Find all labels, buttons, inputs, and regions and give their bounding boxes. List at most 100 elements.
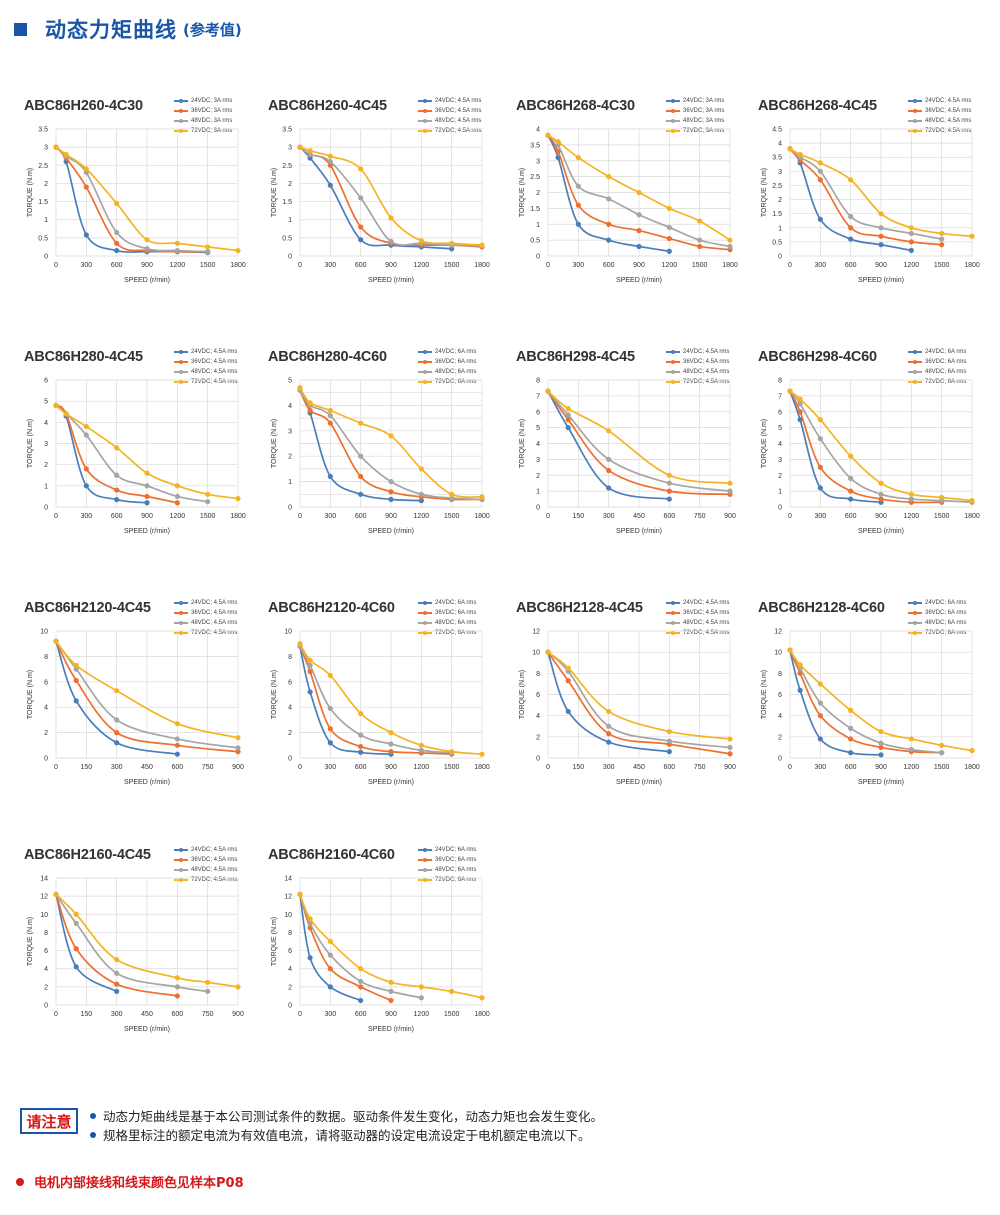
data-point [606, 174, 612, 180]
y-axis-label: TORQUE (N.m) [271, 917, 278, 966]
legend-item: 72VDC; 6A rms [418, 377, 518, 387]
x-tick-label: 0 [298, 1011, 302, 1018]
data-point [848, 225, 854, 231]
legend-item: 72VDC; 4.5A rms [908, 126, 1000, 136]
legend-label: 72VDC; 4.5A rms [683, 630, 730, 636]
legend-swatch [174, 600, 188, 606]
legend-label: 24VDC; 6A rms [925, 600, 967, 606]
legend-label: 24VDC; 6A rms [435, 349, 477, 355]
data-point [606, 485, 612, 491]
x-tick-label: 1200 [414, 764, 430, 771]
legend-swatch [908, 118, 922, 124]
x-tick-label: 600 [111, 513, 123, 520]
x-axis-label: SPEED (r/min) [124, 779, 170, 786]
data-point [697, 237, 703, 243]
y-tick-label: 0 [288, 254, 292, 261]
x-tick-label: 900 [141, 513, 153, 520]
data-point [418, 742, 424, 748]
legend-item: 72VDC; 4.5A rms [174, 875, 274, 885]
legend-item: 36VDC; 4.5A rms [174, 357, 274, 367]
data-point [114, 970, 120, 976]
legend-label: 36VDC; 4.5A rms [191, 857, 238, 863]
legend-item: 72VDC; 6A rms [418, 875, 518, 885]
data-point [939, 242, 945, 248]
data-point [73, 946, 79, 952]
y-tick-label: 8 [288, 930, 292, 937]
x-tick-label: 750 [694, 513, 706, 520]
legend-item: 72VDC; 6A rms [908, 377, 1000, 387]
y-tick-label: 1.5 [772, 211, 782, 218]
legend-swatch [666, 620, 680, 626]
y-tick-label: 0 [778, 756, 782, 763]
data-point [358, 453, 364, 459]
legend-swatch [908, 349, 922, 355]
x-tick-label: 0 [54, 764, 58, 771]
x-tick-label: 600 [355, 1011, 367, 1018]
chart-plot: 0 300 600 900 1200 1500 1800 0 2 4 6 8 10 12 14 SPEED (… [271, 876, 490, 1034]
y-tick-label: 2 [288, 984, 292, 991]
x-tick-label: 600 [845, 262, 857, 269]
data-point [235, 749, 241, 755]
data-point [449, 240, 455, 246]
data-point [235, 745, 241, 751]
legend-item: 72VDC; 4.5A rms [174, 377, 274, 387]
chart-plot: 0 300 600 900 1200 1500 1800 0 0.5 1 1.5 2 2.5 3 3.5 4 S… [519, 127, 738, 285]
y-tick-label: 0 [44, 756, 48, 763]
y-tick-label: 0 [44, 505, 48, 512]
chart-plot: 0 150 300 450 600 750 900 0 1 2 3 4 5 6 7 8 SPEED (r/min… [519, 378, 736, 536]
data-point [727, 751, 733, 757]
x-tick-label: 1200 [170, 262, 186, 269]
data-point [817, 713, 823, 719]
x-tick-label: 900 [232, 764, 244, 771]
x-tick-label: 1800 [964, 513, 980, 520]
x-tick-label: 1500 [934, 764, 950, 771]
x-tick-label: 300 [814, 262, 826, 269]
y-tick-label: 14 [40, 876, 48, 883]
data-point [73, 666, 79, 672]
data-point [327, 182, 333, 188]
data-point [53, 638, 59, 644]
legend-item: 24VDC; 4.5A rms [174, 347, 274, 357]
legend-item: 24VDC; 4.5A rms [908, 96, 1000, 106]
data-point [358, 966, 364, 972]
series-line [789, 390, 942, 504]
data-point [939, 742, 945, 748]
data-point [297, 385, 303, 391]
data-point [388, 741, 394, 747]
data-point [114, 717, 120, 723]
data-point [388, 215, 394, 221]
y-tick-label: 6 [536, 692, 540, 699]
x-axis-label: SPEED (r/min) [858, 277, 904, 284]
data-point [479, 242, 485, 248]
data-point [908, 496, 914, 502]
data-point [327, 672, 333, 679]
data-point [606, 723, 612, 729]
series-line [55, 894, 178, 997]
data-point [307, 662, 313, 668]
data-point [388, 238, 394, 245]
data-point [878, 491, 884, 497]
x-tick-label: 750 [202, 1011, 214, 1018]
legend-label: 36VDC; 4.5A rms [435, 108, 482, 114]
data-point [787, 146, 793, 152]
data-point [565, 425, 571, 431]
data-point [817, 464, 823, 470]
data-point [327, 938, 333, 945]
data-point [817, 700, 823, 706]
legend-label: 48VDC; 4.5A rms [435, 118, 482, 124]
data-point [878, 744, 884, 751]
x-tick-label: 600 [355, 513, 367, 520]
data-point [848, 750, 854, 756]
data-point [205, 988, 211, 994]
bullet-icon [90, 1131, 96, 1138]
series-line [789, 148, 942, 240]
y-tick-label: 6 [778, 409, 782, 416]
y-tick-label: 2 [536, 190, 540, 197]
legend-label: 72VDC; 3A rms [191, 128, 233, 134]
data-point [358, 420, 364, 426]
data-point [327, 966, 333, 972]
chart-legend: 24VDC; 4.5A rms 36VDC; 4.5A rms 48VDC; 4.5… [418, 96, 518, 136]
page-title: 动态力矩曲线 [45, 18, 177, 42]
data-point [358, 491, 364, 497]
x-axis-label: SPEED (r/min) [124, 277, 170, 284]
